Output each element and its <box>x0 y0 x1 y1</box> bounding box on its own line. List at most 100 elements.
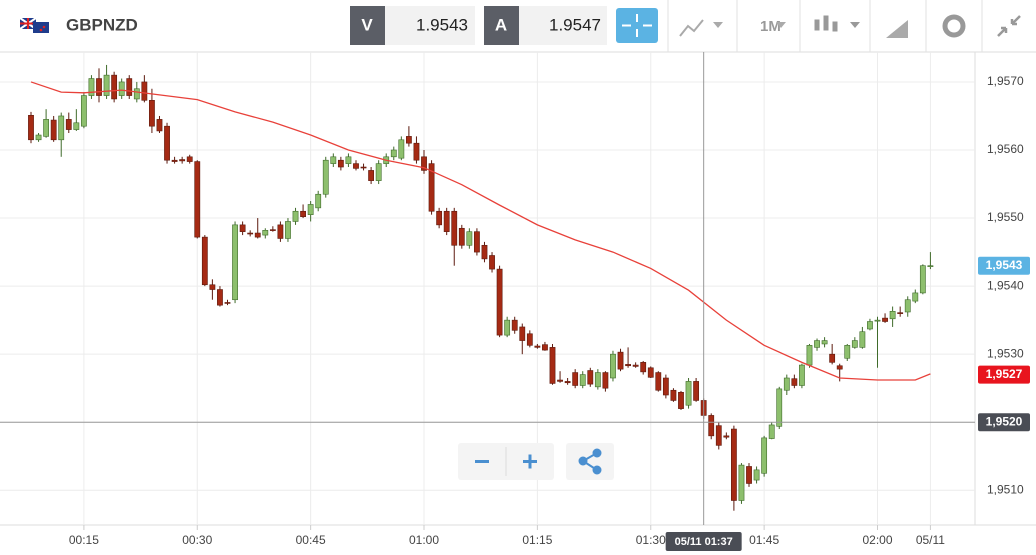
y-tick-label: 1,9510 <box>987 482 1024 496</box>
settings-button[interactable] <box>942 14 966 38</box>
x-tick-label: 00:15 <box>69 533 99 547</box>
candle-body <box>715 425 722 446</box>
y-tick-label: 1,9550 <box>987 210 1024 224</box>
candle-body <box>307 204 314 215</box>
candle-body <box>791 378 798 386</box>
candle-body <box>753 469 760 481</box>
candle-body <box>292 210 299 222</box>
candle-body <box>526 333 533 346</box>
candle-body <box>610 353 616 379</box>
candle-body <box>511 319 518 331</box>
candle-body <box>874 319 881 322</box>
candle-body <box>58 115 65 141</box>
y-tick-label: 1,9540 <box>987 278 1024 292</box>
candle-body <box>360 166 367 169</box>
candle-body <box>474 231 480 253</box>
candle-body <box>451 210 458 246</box>
candle-body <box>564 381 571 384</box>
x-tick-label: 00:30 <box>182 533 212 547</box>
candle-body <box>844 345 851 359</box>
symbol: GBPNZD <box>66 15 138 34</box>
candle-body <box>534 345 541 348</box>
candle-body <box>217 289 223 306</box>
collapse-button[interactable] <box>997 15 1021 37</box>
candle-body <box>28 114 34 141</box>
candle-body <box>73 122 80 130</box>
candle-body <box>277 224 284 239</box>
candle-body <box>239 224 246 232</box>
candle-body <box>96 78 102 96</box>
candle-body <box>602 372 609 389</box>
candle-body <box>171 159 178 162</box>
candle-body <box>632 364 639 367</box>
candle-body <box>897 312 904 314</box>
candle-body <box>496 268 503 336</box>
candle-body <box>685 381 692 406</box>
candle-type-button[interactable] <box>814 15 860 32</box>
candle-body <box>232 224 238 301</box>
y-tick-label: 1,9560 <box>987 142 1024 156</box>
candle-body <box>126 78 133 96</box>
candle-body <box>919 265 926 294</box>
crosshair-x-label-box <box>665 532 742 551</box>
candle-body <box>542 344 548 351</box>
flag <box>19 17 49 33</box>
candle-body <box>375 163 382 181</box>
candle-body <box>617 351 624 370</box>
candle-body <box>867 321 873 330</box>
candle-body <box>746 466 752 484</box>
ask-button[interactable] <box>484 6 519 45</box>
candle-body <box>65 119 72 130</box>
candle-body <box>466 231 473 246</box>
zoom-in[interactable] <box>523 454 537 469</box>
bid-box[interactable] <box>385 6 475 45</box>
candle-body <box>186 156 193 162</box>
candle-body <box>821 340 828 345</box>
ask-label: A <box>495 15 507 34</box>
y-tick-label: 1,9530 <box>987 346 1024 360</box>
moving-average-line <box>30 81 931 381</box>
candle-body <box>647 367 654 378</box>
candle-body <box>247 232 254 235</box>
x-tick-label: 01:45 <box>749 533 779 547</box>
candle-body <box>504 319 511 336</box>
candle-body <box>209 284 216 290</box>
candle-body <box>836 365 843 370</box>
candle-body <box>353 163 359 169</box>
x-tick-label: 01:00 <box>409 533 439 547</box>
candle-body <box>859 331 866 348</box>
candle-body <box>194 161 201 238</box>
crosshair-button[interactable] <box>616 8 658 43</box>
candle-body <box>330 156 337 164</box>
candle-body <box>50 119 57 141</box>
candle-body <box>118 81 125 96</box>
crosshair-y-label-box <box>978 413 1030 432</box>
candle-body <box>730 428 737 501</box>
candle-body <box>337 159 344 168</box>
candle-body <box>904 299 911 313</box>
x-tick-label: 01:15 <box>522 533 552 547</box>
share-box[interactable] <box>566 443 614 480</box>
candle-body <box>164 125 170 161</box>
candle-body <box>141 81 148 101</box>
share-icon[interactable] <box>578 448 602 475</box>
candle-body <box>806 345 813 366</box>
candle-body <box>670 389 677 401</box>
timeframe[interactable]: 1M <box>760 18 781 35</box>
candle-body <box>693 381 700 401</box>
bid-button[interactable] <box>350 6 385 45</box>
candle-body <box>489 255 495 270</box>
candle-body <box>829 353 836 363</box>
candle-body <box>814 340 820 348</box>
chart-type-button[interactable] <box>679 19 723 37</box>
candle-body <box>111 74 118 100</box>
candle-body <box>133 88 140 100</box>
price-marker-label: 1,9527 <box>986 367 1023 381</box>
candle-body <box>738 464 745 501</box>
candle-body <box>315 193 322 209</box>
zoom-controls <box>458 443 614 480</box>
drawing-button[interactable] <box>886 20 908 38</box>
ask-box[interactable] <box>519 6 607 45</box>
candle-body <box>285 221 291 239</box>
